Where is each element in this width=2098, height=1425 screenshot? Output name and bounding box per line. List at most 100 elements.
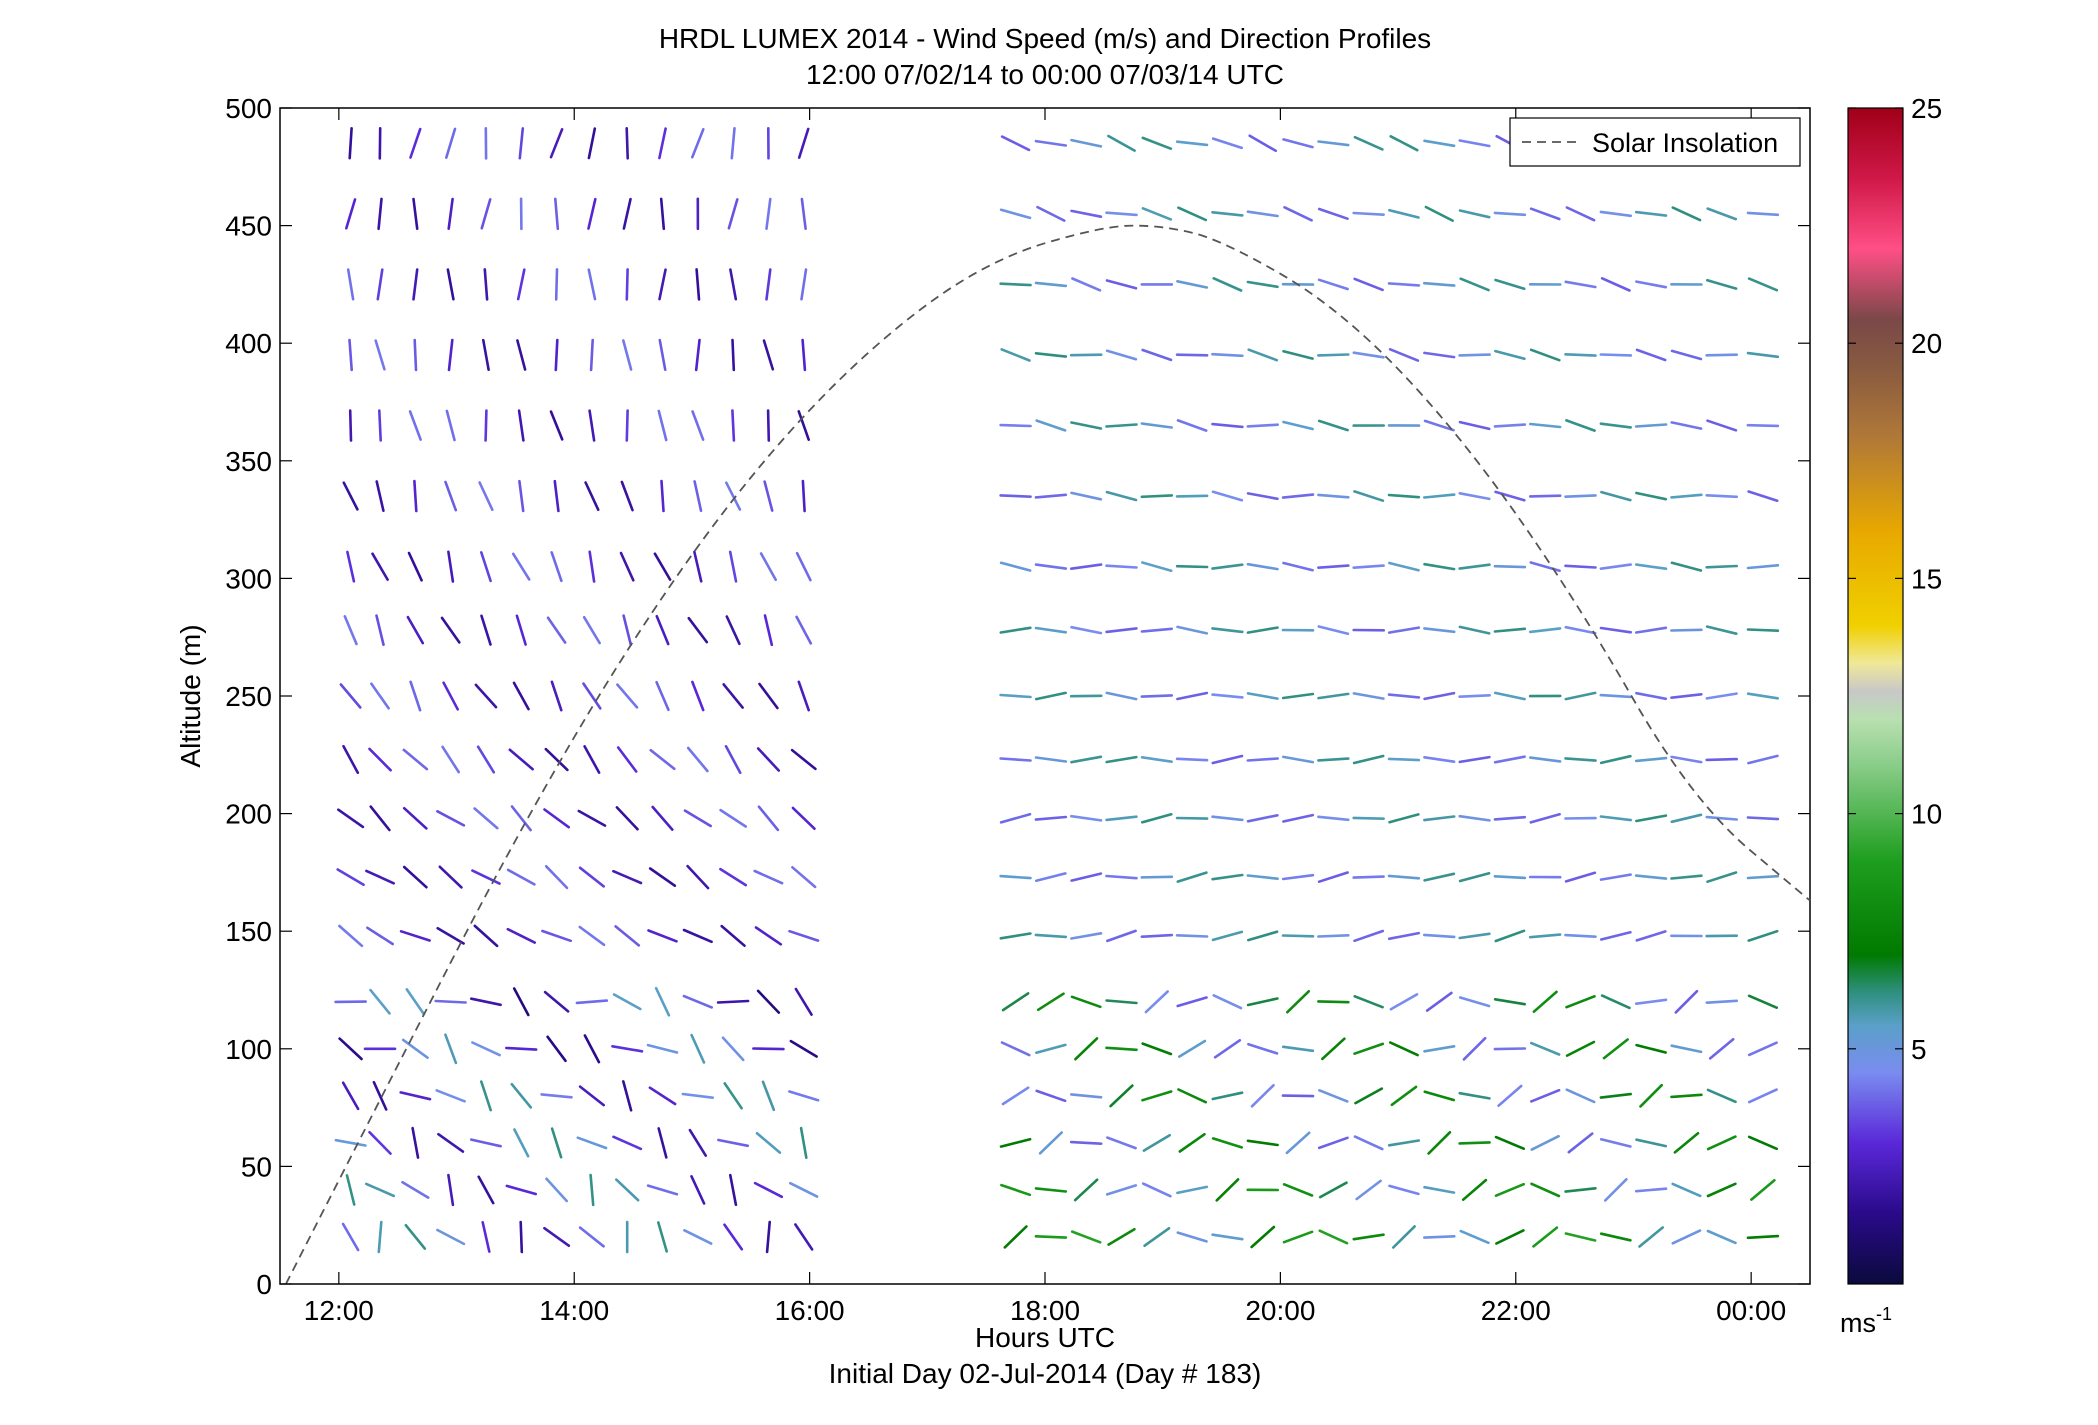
wind-barb [1494, 929, 1526, 943]
wind-barb [1635, 280, 1668, 289]
wind-barb [377, 1220, 383, 1254]
wind-barb [1458, 209, 1491, 219]
wind-barb [1670, 349, 1703, 361]
wind-barb [1250, 1084, 1275, 1108]
wind-barb [728, 550, 738, 583]
wind-barb [752, 1047, 785, 1051]
wind-barb [1705, 564, 1738, 569]
wind-barb [516, 339, 527, 371]
wind-barb [1107, 134, 1136, 152]
colorbar-tick-label: 25 [1911, 93, 1942, 124]
wind-barb [471, 869, 501, 885]
wind-barb [1565, 206, 1596, 222]
wind-barb [544, 864, 569, 890]
wind-barb [1073, 1178, 1099, 1202]
wind-barb [1705, 692, 1738, 700]
wind-barb [1177, 206, 1208, 222]
y-tick-label: 350 [225, 446, 272, 477]
wind-barb [402, 748, 429, 771]
wind-barb [476, 745, 496, 774]
wind-barb [369, 805, 391, 832]
wind-barb [550, 551, 563, 583]
y-axis: 0 50 100 150 200 250 300 350 400 450 500 [225, 93, 1810, 1300]
wind-barb [1427, 1131, 1452, 1155]
wind-barb [445, 409, 456, 442]
wind-barb [1141, 136, 1173, 150]
wind-barb [1318, 1229, 1349, 1245]
wind-barb [1387, 931, 1420, 941]
wind-barb [1352, 211, 1385, 216]
wind-barb [408, 410, 422, 441]
x-tick-label: 16:00 [775, 1295, 845, 1326]
wind-barb [336, 808, 365, 829]
wind-barb [1212, 276, 1243, 292]
wind-barb [1387, 626, 1421, 634]
wind-barb [1600, 930, 1632, 941]
wind-barb [1246, 626, 1279, 634]
wind-barb [1635, 1043, 1667, 1054]
wind-barb [717, 1138, 750, 1148]
wind-barb [513, 1128, 530, 1158]
y-tick-label: 150 [225, 916, 272, 947]
wind-barb [372, 1080, 388, 1111]
wind-barb [1355, 1179, 1382, 1201]
wind-barb [1211, 930, 1244, 942]
wind-barb [1211, 627, 1244, 634]
wind-barb [1034, 815, 1068, 821]
wind-barb [1706, 278, 1738, 290]
wind-barb [1071, 277, 1102, 292]
wind-barb [1706, 1229, 1737, 1245]
wind-barb [1211, 815, 1244, 822]
wind-barb [1317, 757, 1350, 762]
wind-barb [1317, 625, 1350, 636]
wind-barb [341, 1081, 360, 1111]
wind-barb [1070, 995, 1102, 1009]
wind-barb [1530, 1182, 1561, 1198]
wind-barb [589, 1173, 595, 1207]
wind-barb [1317, 353, 1350, 357]
wind-barb [550, 680, 563, 712]
wind-barb [549, 128, 564, 159]
wind-barb [480, 198, 492, 230]
wind-barb [1034, 1187, 1068, 1193]
wind-barb [1670, 874, 1703, 880]
wind-barb [504, 1046, 538, 1051]
wind-barb [483, 268, 489, 301]
wind-barb [1142, 1133, 1171, 1152]
wind-barb [759, 552, 778, 582]
wind-barb [1352, 564, 1385, 570]
wind-barb [1747, 277, 1779, 292]
wind-barb [1211, 1091, 1244, 1101]
wind-barb [762, 339, 775, 371]
wind-barb [345, 1174, 356, 1206]
wind-barb [656, 1221, 669, 1253]
wind-barb [655, 614, 670, 646]
wind-barb [377, 409, 383, 442]
wind-barb [999, 423, 1032, 428]
wind-barb [1140, 933, 1174, 939]
wind-barb [730, 127, 736, 160]
wind-barb [1000, 1183, 1032, 1197]
wind-barb [541, 929, 573, 943]
wind-barb [1746, 423, 1780, 428]
wind-barb [444, 1033, 458, 1065]
wind-barb [436, 809, 466, 827]
wind-barb [1175, 757, 1209, 762]
wind-barb [761, 1080, 776, 1112]
colorbar: 5 10 15 20 25 ms-1 [1840, 93, 1942, 1338]
wind-barb [409, 680, 422, 712]
legend: Solar Insolation [1509, 117, 1801, 167]
wind-barb [722, 683, 744, 709]
wind-barb [1388, 1184, 1420, 1196]
wind-barb [1458, 625, 1491, 635]
wind-barb [1035, 1043, 1067, 1054]
wind-barb [1706, 1088, 1737, 1104]
wind-barb [1671, 1182, 1702, 1198]
wind-barb [1532, 1226, 1559, 1248]
wind-barb [1250, 1225, 1276, 1249]
wind-barb [1746, 692, 1779, 700]
wind-barb [1599, 754, 1632, 765]
wind-barb [1317, 207, 1349, 220]
wind-barb [1635, 348, 1667, 362]
wind-barb [444, 127, 457, 159]
